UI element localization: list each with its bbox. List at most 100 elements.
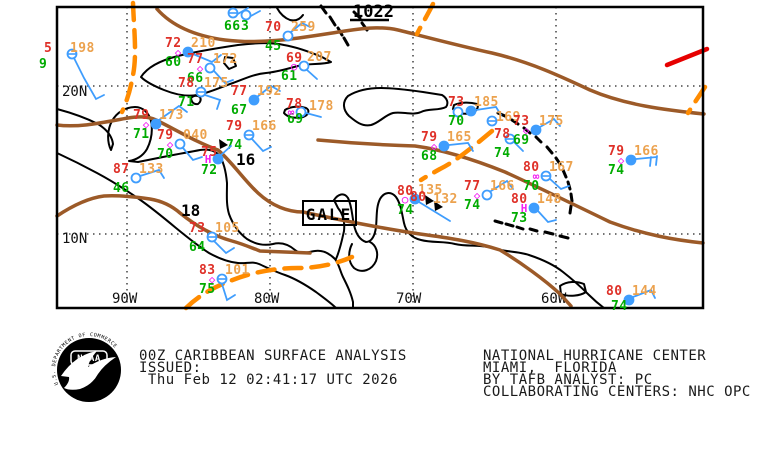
station-circle-icon xyxy=(248,94,260,106)
map-frame xyxy=(55,5,705,310)
station-circle-icon xyxy=(295,106,307,118)
station-circle-icon xyxy=(623,294,635,306)
dewpoint-value: 69 xyxy=(287,112,303,127)
dewpoint-value: 9 xyxy=(39,57,47,72)
dewpoint-value: 69 xyxy=(513,133,529,148)
pressure-value: 175 xyxy=(539,114,564,129)
agency-location: MIAMI, FLORIDA xyxy=(483,360,617,376)
dewpoint-value: 64 xyxy=(189,240,205,255)
graticule-label: 70W xyxy=(396,291,422,307)
analysis-title: 00Z CARIBBEAN SURFACE ANALYSIS xyxy=(139,348,407,364)
weather-symbol-icon: ◇ xyxy=(431,140,438,153)
wind-barb xyxy=(256,84,281,98)
pressure-value: 192 xyxy=(257,84,282,99)
pressure-value: 040 xyxy=(183,128,208,143)
cold-front xyxy=(664,46,710,68)
weather-symbol-icon: ○ xyxy=(402,193,409,206)
wind-barb xyxy=(448,142,474,152)
station-plot: 77 192 67 xyxy=(231,84,282,118)
agency-name: NATIONAL HURRICANE CENTER xyxy=(483,348,706,364)
station-plot: 79 166 74◇ xyxy=(608,144,659,178)
dewpoint-value: 74 xyxy=(397,203,413,218)
pressure-value: 101 xyxy=(225,263,250,278)
station-circle-icon xyxy=(204,62,216,74)
graticule-label: 10N xyxy=(62,231,87,247)
station-plot: 79 040 70◇ xyxy=(157,128,208,162)
temperature-value: 77 xyxy=(231,84,247,99)
station-plot: 79 173 71◇ xyxy=(133,104,188,142)
station-extra-value: 132 xyxy=(433,192,458,207)
wind-barb xyxy=(549,178,570,191)
wind-barb xyxy=(632,288,656,299)
wind-barb xyxy=(213,70,234,85)
temperature-value: 73 xyxy=(513,114,529,129)
station-plot: 77 166 74◇ xyxy=(464,179,514,213)
pressure-value: 207 xyxy=(307,50,332,65)
station-circle-icon xyxy=(465,105,477,117)
station-circle-icon xyxy=(182,46,194,58)
wind-pennant-icon xyxy=(434,201,443,211)
station-plot: 78 175 71 xyxy=(178,76,228,110)
pressure-value: 144 xyxy=(632,284,657,299)
temperature-value: 83 xyxy=(199,263,215,278)
weather-symbol-icon: ◇ xyxy=(618,154,625,167)
station-circle-icon xyxy=(212,153,224,165)
pressure-value: 166 xyxy=(634,144,659,159)
station-plot: 3 xyxy=(240,9,261,34)
dewpoint-value: 66 xyxy=(224,19,240,34)
wind-barb xyxy=(221,283,236,302)
weather-symbol-icon: H xyxy=(205,153,212,166)
dewpoint-value: 72 xyxy=(201,163,217,178)
trough-line xyxy=(414,1,436,37)
station-circle-icon xyxy=(130,172,142,184)
pressure-value: 198 xyxy=(70,41,95,56)
wind-pennant-icon xyxy=(425,195,434,205)
isobar-label: 16 xyxy=(236,150,255,169)
wind-barb xyxy=(539,117,561,128)
dewpoint-value: 71 xyxy=(178,95,194,110)
temperature-value: 80 xyxy=(397,184,413,199)
station-circle-icon xyxy=(438,140,450,152)
gale-warning-label: GALE xyxy=(302,200,357,226)
dewpoint-value: 46 xyxy=(113,181,129,196)
isobar-label: 18 xyxy=(181,201,200,220)
station-plot: 73 105 64 xyxy=(189,221,239,255)
coastline xyxy=(56,152,337,309)
coastline xyxy=(276,7,304,22)
gale-box xyxy=(302,200,357,226)
noaa-logo-text: NOAA xyxy=(77,354,101,364)
trough-line xyxy=(418,128,495,183)
temperature-value: 79 xyxy=(226,119,242,134)
dewpoint-value: 70 xyxy=(448,114,464,129)
analyst-line: BY TAFB ANALYST: PC xyxy=(483,372,653,388)
wind-barb xyxy=(305,112,322,118)
weather-symbol-icon: ∞ xyxy=(288,106,295,119)
station-extra-value: 80 xyxy=(410,190,426,205)
pressure-value: 172 xyxy=(213,52,238,67)
pressure-value: 135 xyxy=(418,183,443,198)
dewpoint-value: 70 xyxy=(523,179,539,194)
weather-symbol-icon: ◇ xyxy=(175,46,182,59)
noaa-label-box xyxy=(70,350,108,366)
station-plot: 79 165 68◇ xyxy=(421,130,474,164)
graticule-label: 90W xyxy=(112,291,138,307)
temperature-value: 77 xyxy=(464,179,480,194)
temperature-value: 5 xyxy=(44,41,52,56)
wind-barb xyxy=(139,168,165,179)
dewpoint-value: 74 xyxy=(494,146,510,161)
station-plot: 73 175 69◇ xyxy=(513,114,564,148)
wind-barb xyxy=(213,240,235,255)
dewpoint-value: 45 xyxy=(265,39,281,54)
dewpoint-value: 74 xyxy=(226,138,242,153)
pressure-value: 173 xyxy=(159,108,184,123)
weather-symbol-icon: ◇ xyxy=(197,62,204,75)
coastline xyxy=(140,42,332,97)
collaborating-centers-line: COLLABORATING CENTERS: NHC OPC xyxy=(483,384,751,400)
pressure-value: 148 xyxy=(537,192,562,207)
pressure-value: 133 xyxy=(139,162,164,177)
cold-front-line xyxy=(664,46,710,68)
high-pressure-label: 1022 xyxy=(350,2,394,22)
brown-analysis-line xyxy=(155,7,706,116)
